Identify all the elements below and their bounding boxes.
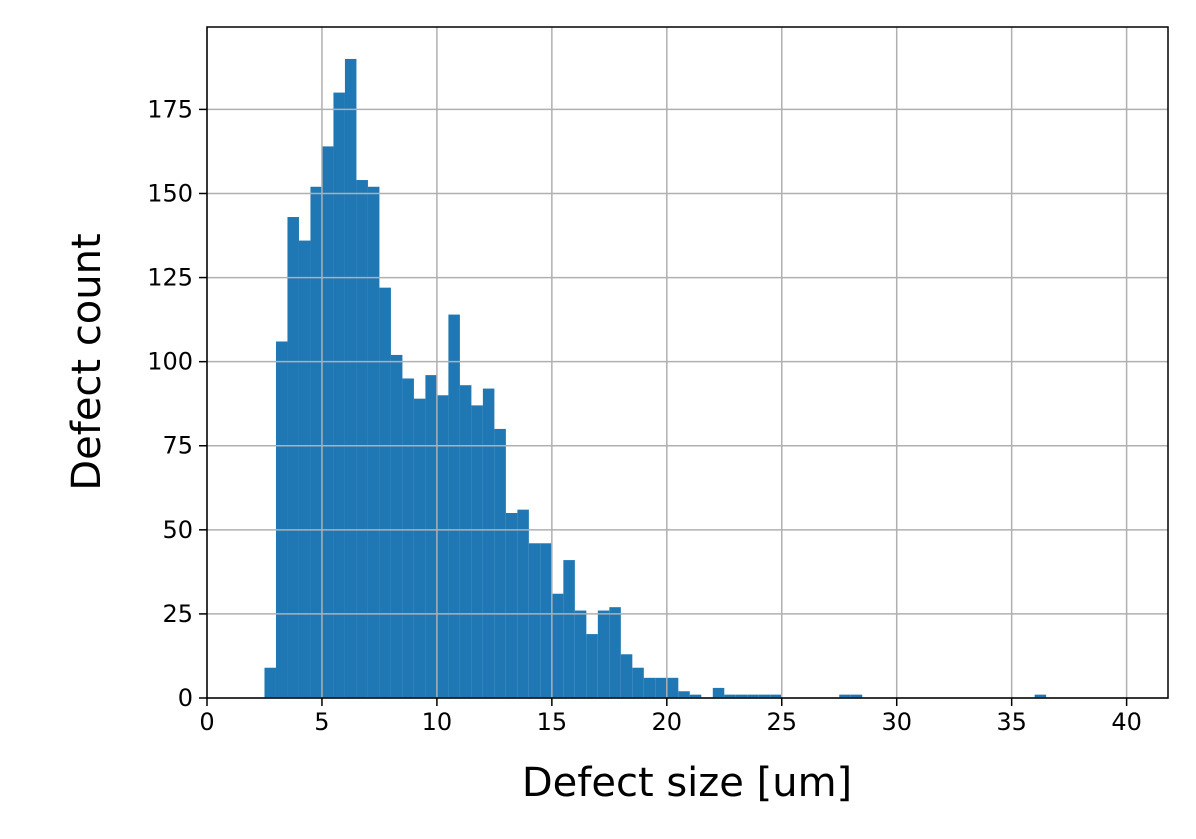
bar <box>494 428 506 698</box>
bar <box>517 509 529 698</box>
axes: 0 5 10 15 20 25 30 35 40 0 25 50 75 100 125 150 175 <box>147 95 1142 736</box>
x-tick-label: 10 <box>422 708 453 736</box>
bar <box>839 694 851 698</box>
bar <box>528 543 541 698</box>
bar <box>597 610 610 698</box>
bar <box>459 385 472 698</box>
bar <box>758 694 771 698</box>
bar <box>390 354 403 698</box>
bar <box>632 667 644 698</box>
bar <box>850 694 863 698</box>
bar <box>413 398 426 698</box>
bar <box>448 314 460 698</box>
bar <box>275 341 288 698</box>
bar <box>666 677 679 698</box>
plot-frame <box>206 26 1169 699</box>
bar <box>1034 694 1047 698</box>
bar <box>471 405 483 698</box>
x-tick-label: 0 <box>199 708 214 736</box>
y-axis-label: Defect count <box>64 233 110 490</box>
y-tick-label: 175 <box>147 95 193 123</box>
y-tick-label: 125 <box>147 264 193 292</box>
bar <box>310 186 322 698</box>
x-tick-label: 15 <box>537 708 568 736</box>
bar <box>655 677 667 698</box>
bar <box>425 375 437 698</box>
bar <box>724 694 736 698</box>
bar <box>505 513 518 698</box>
y-tick-label: 0 <box>178 684 193 712</box>
bar <box>747 694 759 698</box>
bar <box>689 694 702 698</box>
bar <box>482 388 495 698</box>
bar <box>356 180 368 698</box>
x-tick-label: 5 <box>314 708 329 736</box>
bar <box>379 287 391 698</box>
y-tick-label: 75 <box>162 432 193 460</box>
bar <box>264 667 276 698</box>
bars <box>264 58 1047 698</box>
bar <box>540 543 552 698</box>
x-tick-label: 35 <box>996 708 1027 736</box>
bar <box>609 607 621 698</box>
bar <box>574 610 587 698</box>
bar <box>344 58 357 698</box>
bar <box>287 217 299 698</box>
y-tick-label: 150 <box>147 179 193 207</box>
bar <box>678 691 690 698</box>
y-tick-label: 100 <box>147 348 193 376</box>
y-tick-label: 25 <box>162 600 193 628</box>
x-axis-label: Defect size [um] <box>522 760 852 806</box>
x-tick-label: 40 <box>1111 708 1142 736</box>
bar <box>563 560 575 698</box>
bar <box>402 378 414 698</box>
bar <box>551 593 564 698</box>
bar <box>770 694 782 698</box>
x-tick-label: 20 <box>652 708 683 736</box>
bar <box>367 186 380 698</box>
bar <box>333 92 345 698</box>
bar <box>298 240 311 698</box>
bar <box>712 687 725 698</box>
x-tick-label: 25 <box>766 708 797 736</box>
y-tick-label: 50 <box>162 516 193 544</box>
bar <box>436 395 449 698</box>
bar <box>620 654 633 698</box>
x-tick-label: 30 <box>881 708 912 736</box>
bar <box>321 146 334 698</box>
bar <box>735 694 748 698</box>
bar <box>643 677 656 698</box>
bar <box>586 634 598 698</box>
